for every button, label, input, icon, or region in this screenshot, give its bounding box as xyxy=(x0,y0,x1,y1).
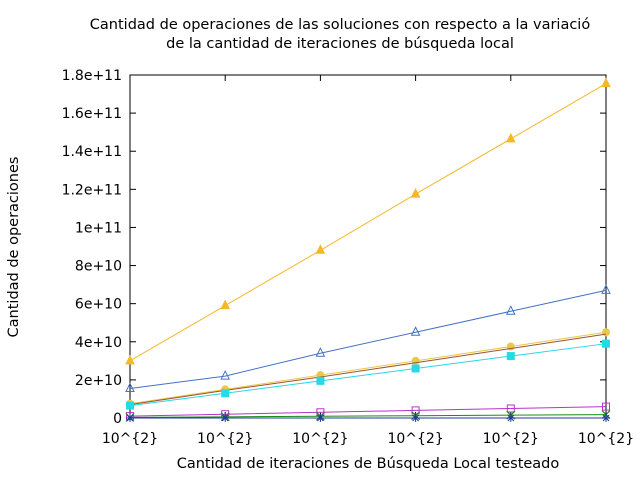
data-point xyxy=(410,187,421,198)
series-3 xyxy=(129,333,607,406)
y-tick-label: 4e+10 xyxy=(75,335,122,351)
data-point xyxy=(506,414,515,422)
data-point xyxy=(601,77,611,88)
series-line xyxy=(129,414,607,418)
y-axis-label: Cantidad de operaciones xyxy=(6,156,22,338)
series-line xyxy=(129,331,607,405)
chart-title-line1: Cantidad de operaciones de las solucione… xyxy=(89,17,591,33)
y-tick-label: 1.2e+11 xyxy=(62,182,122,198)
series-line xyxy=(129,289,607,389)
data-point xyxy=(220,369,231,380)
data-point xyxy=(411,364,420,373)
series-line xyxy=(129,343,607,407)
y-tick-label: 1e+11 xyxy=(75,220,122,236)
y-tick-label: 1.4e+11 xyxy=(62,144,122,160)
data-point xyxy=(126,401,134,410)
series-0 xyxy=(125,77,611,365)
y-tick-label: 2e+10 xyxy=(75,373,122,389)
data-point xyxy=(316,376,325,385)
data-point xyxy=(221,414,230,422)
y-tick-label: 1.6e+11 xyxy=(62,106,122,122)
y-tick-label: 6e+10 xyxy=(75,297,122,313)
data-point xyxy=(601,284,611,294)
data-point xyxy=(221,389,230,398)
y-tick-label: 0 xyxy=(113,411,122,427)
data-point xyxy=(506,352,515,361)
series-7 xyxy=(126,414,610,422)
data-point xyxy=(220,299,231,310)
series-6 xyxy=(125,410,611,422)
axis-ticks: 0 2e+10 4e+10 6e+10 8e+10 1e+11 1.2e+11 1.4e+11… xyxy=(62,68,635,447)
data-point xyxy=(411,406,420,415)
data-point xyxy=(125,354,135,365)
series-1 xyxy=(125,284,611,392)
data-point xyxy=(602,402,610,411)
data-series xyxy=(125,77,611,422)
x-tick-label: 10^{2} xyxy=(292,431,348,447)
data-point xyxy=(411,414,420,422)
data-point xyxy=(506,404,515,413)
data-point xyxy=(602,339,610,348)
plot-frame xyxy=(129,74,607,419)
x-tick-label: 10^{2} xyxy=(387,431,443,447)
data-point xyxy=(505,305,516,315)
x-tick-label: 10^{2} xyxy=(102,431,158,447)
series-line xyxy=(129,83,607,362)
series-2 xyxy=(126,328,610,408)
chart-title-line2: de la cantidad de iteraciones de búsqued… xyxy=(166,36,514,52)
x-axis-label: Cantidad de iteraciones de Búsqueda Loca… xyxy=(176,456,560,472)
x-tick-label: 10^{2} xyxy=(483,431,539,447)
data-point xyxy=(125,382,135,392)
series-4 xyxy=(126,339,610,410)
x-tick-label: 10^{2} xyxy=(197,431,253,447)
data-point xyxy=(315,244,326,254)
data-point xyxy=(316,414,325,422)
data-point xyxy=(410,326,421,336)
data-point xyxy=(602,414,610,422)
data-point xyxy=(315,347,326,357)
x-tick-label: 10^{2} xyxy=(578,431,634,447)
data-point xyxy=(505,132,516,143)
y-tick-label: 1.8e+11 xyxy=(62,68,122,84)
series-line xyxy=(129,333,607,406)
series-line xyxy=(129,406,607,417)
data-point xyxy=(126,414,134,422)
y-tick-label: 8e+10 xyxy=(75,259,122,275)
